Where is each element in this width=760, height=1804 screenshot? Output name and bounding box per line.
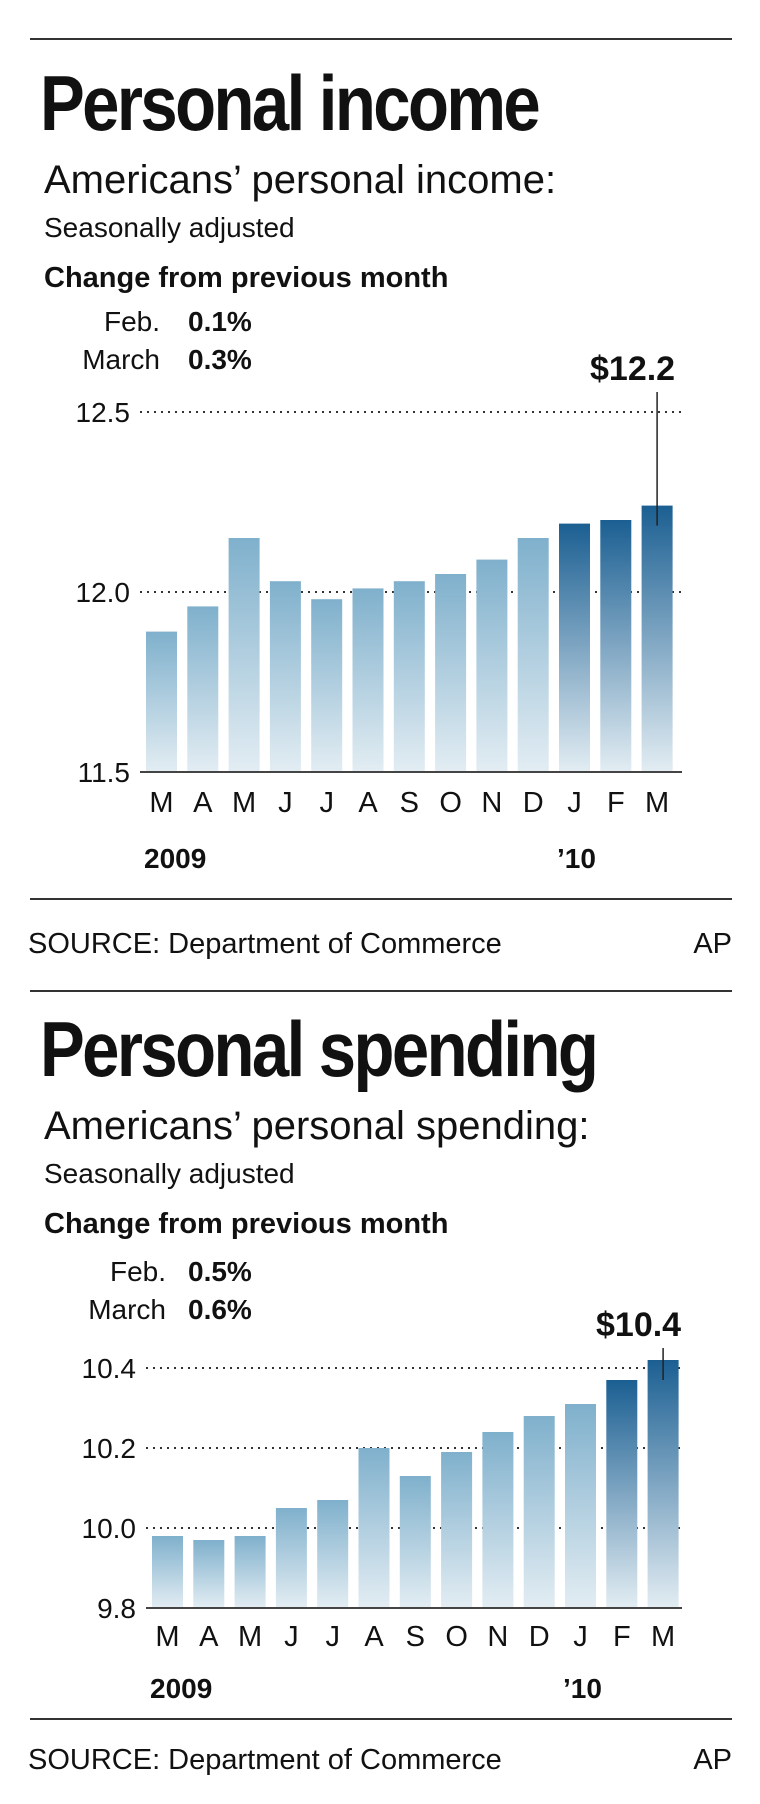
bar [523, 1416, 555, 1608]
year-label: ’10 [563, 1673, 602, 1704]
source-note: SOURCE: Department of Commerce [28, 928, 502, 960]
bar [600, 520, 632, 772]
bar [269, 581, 301, 772]
bar [393, 581, 425, 772]
x-tick-label: N [481, 787, 502, 819]
bar [187, 606, 219, 772]
x-tick-label: M [651, 1621, 675, 1653]
x-tick-label: J [567, 787, 582, 819]
chart-title: Personal income [40, 59, 541, 147]
chart-subtitle: Americans’ personal income: [44, 158, 557, 202]
bar [152, 1536, 183, 1608]
x-tick-label: O [439, 787, 462, 819]
x-tick-label: A [358, 787, 378, 819]
x-tick-label: M [149, 787, 173, 819]
chart-title: Personal spending [40, 1005, 599, 1093]
bar [641, 505, 673, 772]
bar [193, 1540, 225, 1608]
change-label-feb: Feb. [103, 306, 160, 337]
x-tick-label: O [445, 1621, 468, 1653]
change-label-march: March [88, 1294, 166, 1325]
year-label: ’10 [557, 843, 596, 874]
x-tick-label: F [607, 787, 625, 819]
x-tick-label: S [406, 1621, 425, 1653]
year-label: 2009 [150, 1673, 212, 1704]
y-tick-label: 10.0 [82, 1513, 137, 1544]
x-tick-label: J [319, 787, 334, 819]
bar [352, 588, 384, 772]
source-rule [30, 1718, 732, 1720]
bar [647, 1360, 679, 1608]
callout-label: $10.4 [596, 1306, 681, 1344]
x-tick-label: J [325, 1621, 340, 1653]
bar [565, 1404, 596, 1608]
credit-label: AP [693, 1744, 732, 1776]
x-tick-label: M [232, 787, 256, 819]
change-heading: Change from previous month [44, 262, 449, 294]
chart-subtitle: Americans’ personal spending: [44, 1104, 590, 1148]
change-label-march: March [82, 344, 160, 375]
x-tick-label: F [613, 1621, 631, 1653]
bar [311, 599, 343, 772]
change-value-feb: 0.5% [188, 1256, 252, 1287]
y-tick-label: 9.8 [97, 1593, 136, 1624]
bar [234, 1536, 266, 1608]
bar [559, 523, 590, 772]
bar [435, 574, 467, 772]
x-tick-label: D [523, 787, 544, 819]
change-heading: Change from previous month [44, 1208, 449, 1240]
x-tick-label: M [645, 787, 669, 819]
x-tick-label: M [155, 1621, 179, 1653]
y-tick-label: 12.0 [76, 577, 131, 608]
panel-divider [30, 990, 732, 992]
callout-label: $12.2 [590, 350, 675, 388]
x-tick-label: A [199, 1621, 219, 1653]
top-rule [30, 38, 732, 40]
x-tick-label: M [238, 1621, 262, 1653]
bar [399, 1476, 431, 1608]
bar [441, 1452, 473, 1608]
x-tick-label: J [284, 1621, 299, 1653]
x-tick-label: S [400, 787, 419, 819]
x-tick-label: A [193, 787, 213, 819]
credit-label: AP [693, 928, 732, 960]
seasonal-note: Seasonally adjusted [44, 212, 295, 243]
bar [146, 631, 177, 772]
bar [517, 538, 549, 772]
x-tick-label: D [529, 1621, 550, 1653]
change-value-march: 0.6% [188, 1294, 252, 1325]
bar [482, 1432, 514, 1608]
bar [275, 1508, 307, 1608]
bar [317, 1500, 349, 1608]
x-tick-label: A [364, 1621, 384, 1653]
source-rule [30, 898, 732, 900]
bar [358, 1448, 390, 1608]
y-tick-label: 11.5 [78, 757, 130, 788]
bar [228, 538, 260, 772]
change-label-feb: Feb. [109, 1256, 166, 1287]
source-note: SOURCE: Department of Commerce [28, 1744, 502, 1776]
bar [476, 559, 508, 772]
y-tick-label: 10.4 [82, 1353, 137, 1384]
x-tick-label: J [278, 787, 293, 819]
x-tick-label: J [573, 1621, 588, 1653]
change-value-march: 0.3% [188, 344, 252, 375]
y-tick-label: 12.5 [76, 397, 131, 428]
bar [606, 1380, 638, 1608]
change-value-feb: 0.1% [188, 306, 252, 337]
year-label: 2009 [144, 843, 206, 874]
y-tick-label: 10.2 [82, 1433, 137, 1464]
seasonal-note: Seasonally adjusted [44, 1158, 295, 1189]
x-tick-label: N [487, 1621, 508, 1653]
